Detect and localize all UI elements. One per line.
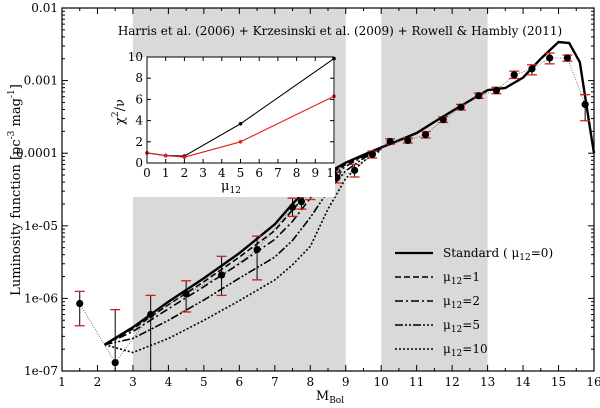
x-tick-label: 15 — [551, 375, 566, 389]
legend-label-3: μ12=5 — [443, 318, 480, 335]
x-tick-label: 3 — [129, 375, 137, 389]
series-line-4 — [104, 149, 382, 354]
inset-data-point — [182, 155, 187, 159]
model-curves — [103, 40, 596, 354]
legend-label-1: μ12=1 — [443, 270, 480, 287]
data-point — [528, 65, 536, 73]
x-tick-label: 1 — [58, 375, 66, 389]
data-point — [297, 198, 305, 206]
data-point — [147, 310, 155, 319]
inset-y-tick-label: 10 — [128, 50, 143, 64]
data-point — [492, 86, 501, 95]
inset-x-tick-label: 8 — [293, 166, 301, 180]
data-point — [333, 174, 341, 182]
series-line-2 — [104, 147, 382, 346]
x-tick-label: 7 — [271, 375, 279, 389]
data-point — [288, 203, 297, 211]
legend-label-2: μ12=2 — [443, 294, 480, 311]
data-point — [182, 290, 190, 298]
shaded-region-2 — [381, 8, 488, 371]
inset-y-tick-label: 8 — [135, 71, 143, 85]
inset-x-tick-label: 5 — [237, 166, 245, 180]
data-point — [404, 136, 412, 145]
series-line-0 — [103, 40, 596, 346]
inset-x-tick-label: 6 — [255, 166, 263, 180]
data-point — [218, 271, 226, 279]
inset-x-tick-label: 10 — [326, 166, 341, 180]
x-tick-label: 14 — [515, 375, 531, 389]
inset-x-tick-label: 9 — [311, 166, 319, 180]
x-tick-label: 16 — [586, 375, 600, 389]
legend-label-4: μ12=10 — [443, 342, 488, 359]
x-tick-label: 8 — [306, 375, 314, 389]
y-tick-label: 0.001 — [24, 74, 58, 88]
inset-y-axis-title: χ2/ν — [111, 99, 128, 125]
x-axis-title: MBol — [316, 389, 344, 406]
y-tick-label: 0.01 — [31, 1, 58, 15]
inset-y-tick-label: 6 — [135, 92, 143, 106]
inset-data-point — [238, 140, 243, 144]
data-point — [368, 150, 376, 159]
inset-x-tick-label: 1 — [162, 166, 170, 180]
y-tick-label: 0.0001 — [16, 146, 58, 160]
data-point — [111, 359, 119, 367]
data-point — [351, 166, 359, 174]
axis-ticks: 1 2 3 4 5 6 7 8 9 10 11 12 13 14 15 161e-071e-061e-050.… — [16, 1, 600, 389]
x-tick-label: 4 — [165, 375, 173, 389]
inset-y-tick-label: 2 — [135, 135, 143, 149]
inset-x-tick-label: 0 — [143, 166, 151, 180]
x-tick-label: 10 — [374, 375, 389, 389]
x-tick-label: 9 — [342, 375, 350, 389]
x-tick-label: 2 — [94, 375, 102, 389]
x-tick-label: 6 — [236, 375, 244, 389]
legend-label-0: Standard ( μ12=0) — [443, 246, 553, 263]
series-line-3 — [104, 148, 382, 346]
legend: Standard ( μ12=0) μ12=1 μ12=2 μ12=5 μ12=10 — [395, 246, 553, 359]
series-line-1 — [104, 146, 382, 346]
inset-x-tick-label: 2 — [181, 166, 189, 180]
chart-title: Harris et al. (2006) + Krzesinski et al.… — [118, 24, 562, 38]
data-point — [386, 137, 394, 146]
data-point — [581, 100, 589, 109]
data-point — [421, 131, 430, 139]
inset-y-tick-label: 0 — [135, 156, 143, 170]
data-point — [546, 54, 554, 62]
inset-x-tick-label: 4 — [218, 166, 226, 180]
x-tick-label: 13 — [480, 375, 495, 389]
data-point — [457, 103, 465, 111]
y-axis-title: Luminosity function [pc-3 mag-1] — [7, 84, 24, 296]
observations — [74, 52, 591, 371]
data-point — [76, 299, 84, 308]
inset-x-tick-label: 3 — [199, 166, 207, 180]
x-tick-label: 11 — [409, 375, 424, 389]
y-tick-label: 1e-06 — [24, 291, 58, 305]
y-tick-label: 1e-05 — [24, 219, 58, 233]
inset-data-point — [163, 153, 168, 158]
inset-x-tick-label: 7 — [274, 166, 282, 180]
y-tick-label: 1e-07 — [24, 364, 58, 378]
data-point — [439, 116, 447, 124]
data-point — [510, 71, 518, 79]
inset-y-tick-label: 4 — [135, 114, 143, 128]
inset-background — [100, 57, 335, 197]
inset-x-axis-title: μ12 — [221, 179, 241, 196]
data-point — [475, 92, 483, 100]
data-point — [563, 54, 572, 62]
data-point — [253, 246, 261, 254]
x-tick-label: 5 — [200, 375, 208, 389]
inset-data-point — [238, 121, 243, 126]
x-tick-label: 12 — [444, 375, 459, 389]
